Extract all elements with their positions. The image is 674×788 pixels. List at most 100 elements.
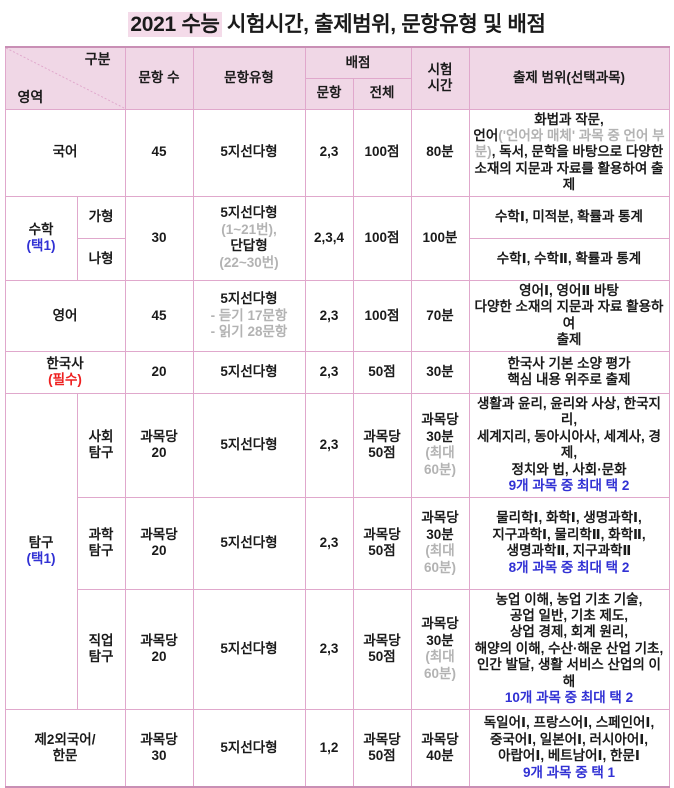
secondlang-question-type: 5지선다형 bbox=[192, 708, 306, 788]
vocational-question-type: 5지선다형 bbox=[192, 588, 306, 710]
vocational-scope-line2: 공업 일반, 기초 제도, bbox=[509, 608, 629, 623]
secondlang-scope-line1: 독일어Ⅰ, 프랑스어Ⅰ, 스페인어Ⅰ, bbox=[483, 715, 655, 731]
english-scope-line2: 다양한 소재의 지문과 자료 활용하여 bbox=[474, 299, 664, 331]
science-points-line1: 과목당 bbox=[363, 526, 401, 542]
title-rest: 시험시간, 출제범위, 문항유형 및 배점 bbox=[221, 13, 546, 36]
social-subject-line2: 탐구 bbox=[88, 445, 114, 461]
diagonal-divider-icon bbox=[5, 48, 125, 109]
header-row-1: 구분 영역 문항 수 문항유형 배점 시험 시간 출제 범위(선택과목) bbox=[4, 46, 670, 110]
english-type-listening: - 듣기 17문항 bbox=[210, 307, 288, 323]
korean-scope: 화법과 작문, 언어('언어와 매체' 과목 중 언어 부 분), 독서, 문학… bbox=[468, 108, 670, 197]
korean-question-type: 5지선다형 bbox=[192, 108, 306, 197]
korean-points-item: 2,3 bbox=[304, 108, 354, 197]
math-type-range1: (1~21번), bbox=[221, 221, 277, 237]
social-points-item: 2,3 bbox=[304, 392, 354, 498]
table-row-korean: 국어 45 5지선다형 2,3 100점 80분 화법과 작문, 언어('언어와… bbox=[4, 108, 670, 197]
science-time-max2: 60분) bbox=[424, 559, 456, 575]
english-points-total: 100점 bbox=[352, 279, 412, 352]
math-subtype-ga: 가형 bbox=[76, 195, 126, 239]
table-body: 국어 45 5지선다형 2,3 100점 80분 화법과 작문, 언어('언어와… bbox=[4, 108, 670, 788]
korean-exam-time: 80분 bbox=[410, 108, 470, 197]
math-type-line2: 단답형 bbox=[230, 238, 268, 254]
history-scope-line2: 핵심 내용 위주로 출제 bbox=[507, 372, 631, 388]
korean-question-count: 45 bbox=[124, 108, 194, 197]
social-points-line1: 과목당 bbox=[363, 428, 401, 444]
math-type-line1: 5지선다형 bbox=[220, 205, 278, 221]
science-time-max1: (최대 bbox=[425, 543, 455, 559]
table-header: 구분 영역 문항 수 문항유형 배점 시험 시간 출제 범위(선택과목) 문항 … bbox=[4, 46, 670, 110]
science-subject-line1: 과학 bbox=[88, 526, 114, 542]
row-area-second-language: 제2외국어/ 한문 bbox=[4, 708, 126, 788]
social-scope-selection: 9개 과목 중 최대 택 2 bbox=[508, 478, 630, 494]
header-question-count: 문항 수 bbox=[124, 46, 194, 110]
science-time-line2: 30분 bbox=[426, 526, 454, 542]
table-row-inquiry-vocational: 직업 탐구 과목당 20 5지선다형 2,3 과목당 50점 과목당 30분 (… bbox=[5, 588, 670, 710]
social-scope-line1: 생활과 윤리, 윤리와 사상, 한국지리, bbox=[477, 395, 661, 428]
korean-scope-line3b: , 독서, 문학을 바탕으로 다양한 bbox=[491, 144, 664, 160]
row-area-history: 한국사 (필수) bbox=[4, 350, 126, 394]
science-points-item: 2,3 bbox=[304, 496, 354, 590]
vocational-time-line2: 30분 bbox=[426, 632, 454, 648]
secondlang-scope-selection: 9개 과목 중 택 1 bbox=[522, 764, 616, 780]
vocational-points-item: 2,3 bbox=[304, 588, 354, 710]
header-points-total: 전체 bbox=[352, 77, 412, 110]
math-area-label: 수학 bbox=[28, 221, 54, 237]
science-subject-line2: 탐구 bbox=[88, 543, 114, 559]
vocational-subject-label: 직업 탐구 bbox=[76, 588, 126, 710]
header-points-item: 문항 bbox=[304, 77, 354, 110]
social-question-type: 5지선다형 bbox=[192, 392, 306, 498]
vocational-scope-line4: 해양의 이해, 수산·해운 산업 기초, bbox=[474, 640, 664, 656]
social-scope: 생활과 윤리, 윤리와 사상, 한국지리, 세계지리, 동아시아사, 세계사, … bbox=[468, 392, 670, 498]
secondlang-time-line1: 과목당 bbox=[421, 731, 459, 747]
row-area-math: 수학 (택1) bbox=[4, 195, 78, 281]
header-row-2: 문항 전체 bbox=[5, 77, 669, 110]
header-question-type: 문항유형 bbox=[192, 46, 306, 110]
vocational-time-line1: 과목당 bbox=[421, 616, 459, 632]
math-scope-na: 수학Ⅰ, 수학Ⅱ, 확률과 통계 bbox=[468, 237, 670, 281]
science-scope-line1: 물리학Ⅰ, 화학Ⅰ, 생명과학Ⅰ, bbox=[496, 510, 642, 526]
history-points-item: 2,3 bbox=[304, 350, 354, 394]
history-area-note: (필수) bbox=[48, 372, 82, 388]
math-points-item: 2,3,4 bbox=[304, 195, 354, 281]
english-scope-line3: 출제 bbox=[556, 332, 582, 348]
korean-scope-line4: 소재의 지문과 자료를 활용하여 출제 bbox=[474, 160, 664, 193]
vocational-scope: 농업 이해, 농업 기초 기술, 공업 일반, 기초 제도, 상업 경제, 회계… bbox=[468, 588, 670, 710]
social-time-line2: 30분 bbox=[426, 428, 454, 444]
inquiry-area-label: 탐구 bbox=[28, 534, 54, 550]
row-area-inquiry: 탐구 (택1) bbox=[4, 392, 78, 710]
table-row-inquiry-science: 과학 탐구 과목당 20 5지선다형 2,3 과목당 50점 과목당 30분 (… bbox=[5, 496, 670, 590]
english-points-item: 2,3 bbox=[304, 279, 354, 352]
korean-scope-line3a: 분) bbox=[474, 144, 492, 160]
vocational-subject-line1: 직업 bbox=[88, 632, 114, 648]
social-subject-label: 사회 탐구 bbox=[76, 392, 126, 498]
math-exam-time: 100분 bbox=[410, 195, 470, 281]
science-count-line2: 20 bbox=[151, 543, 167, 559]
science-points-total: 과목당 50점 bbox=[352, 496, 412, 590]
vocational-question-count: 과목당 20 bbox=[124, 588, 194, 710]
vocational-scope-line1: 농업 이해, 농업 기초 기술, bbox=[495, 591, 643, 607]
vocational-scope-selection: 10개 과목 중 최대 택 2 bbox=[504, 690, 634, 706]
english-type-main: 5지선다형 bbox=[220, 291, 278, 307]
english-question-count: 45 bbox=[124, 279, 194, 352]
secondlang-scope-line3: 아랍어Ⅰ, 베트남어Ⅰ, 한문Ⅰ bbox=[498, 748, 640, 764]
secondlang-time-line2: 40분 bbox=[426, 748, 454, 764]
english-scope: 영어Ⅰ, 영어Ⅱ 바탕 다양한 소재의 지문과 자료 활용하여 출제 bbox=[468, 279, 670, 352]
social-points-total: 과목당 50점 bbox=[352, 392, 412, 498]
social-points-line2: 50점 bbox=[368, 445, 396, 461]
english-exam-time: 70분 bbox=[410, 279, 470, 352]
science-time-line1: 과목당 bbox=[421, 510, 459, 526]
table-row-math-na: 나형 수학Ⅰ, 수학Ⅱ, 확률과 통계 bbox=[5, 237, 670, 281]
vocational-points-line2: 50점 bbox=[368, 649, 396, 665]
vocational-points-line1: 과목당 bbox=[363, 632, 401, 648]
english-type-reading: - 읽기 28문항 bbox=[210, 324, 288, 340]
secondlang-count-line2: 30 bbox=[151, 748, 167, 764]
row-area-english: 영어 bbox=[4, 279, 126, 352]
vocational-exam-time: 과목당 30분 (최대 60분) bbox=[410, 588, 470, 710]
history-question-type: 5지선다형 bbox=[192, 350, 306, 394]
science-subject-label: 과학 탐구 bbox=[76, 496, 126, 590]
science-scope-line2: 지구과학Ⅰ, 물리학Ⅱ, 화학Ⅱ, bbox=[492, 526, 646, 542]
english-question-type: 5지선다형 - 듣기 17문항 - 읽기 28문항 bbox=[192, 279, 306, 352]
science-scope-selection: 8개 과목 중 최대 택 2 bbox=[508, 559, 630, 575]
math-area-note: (택1) bbox=[26, 238, 56, 254]
